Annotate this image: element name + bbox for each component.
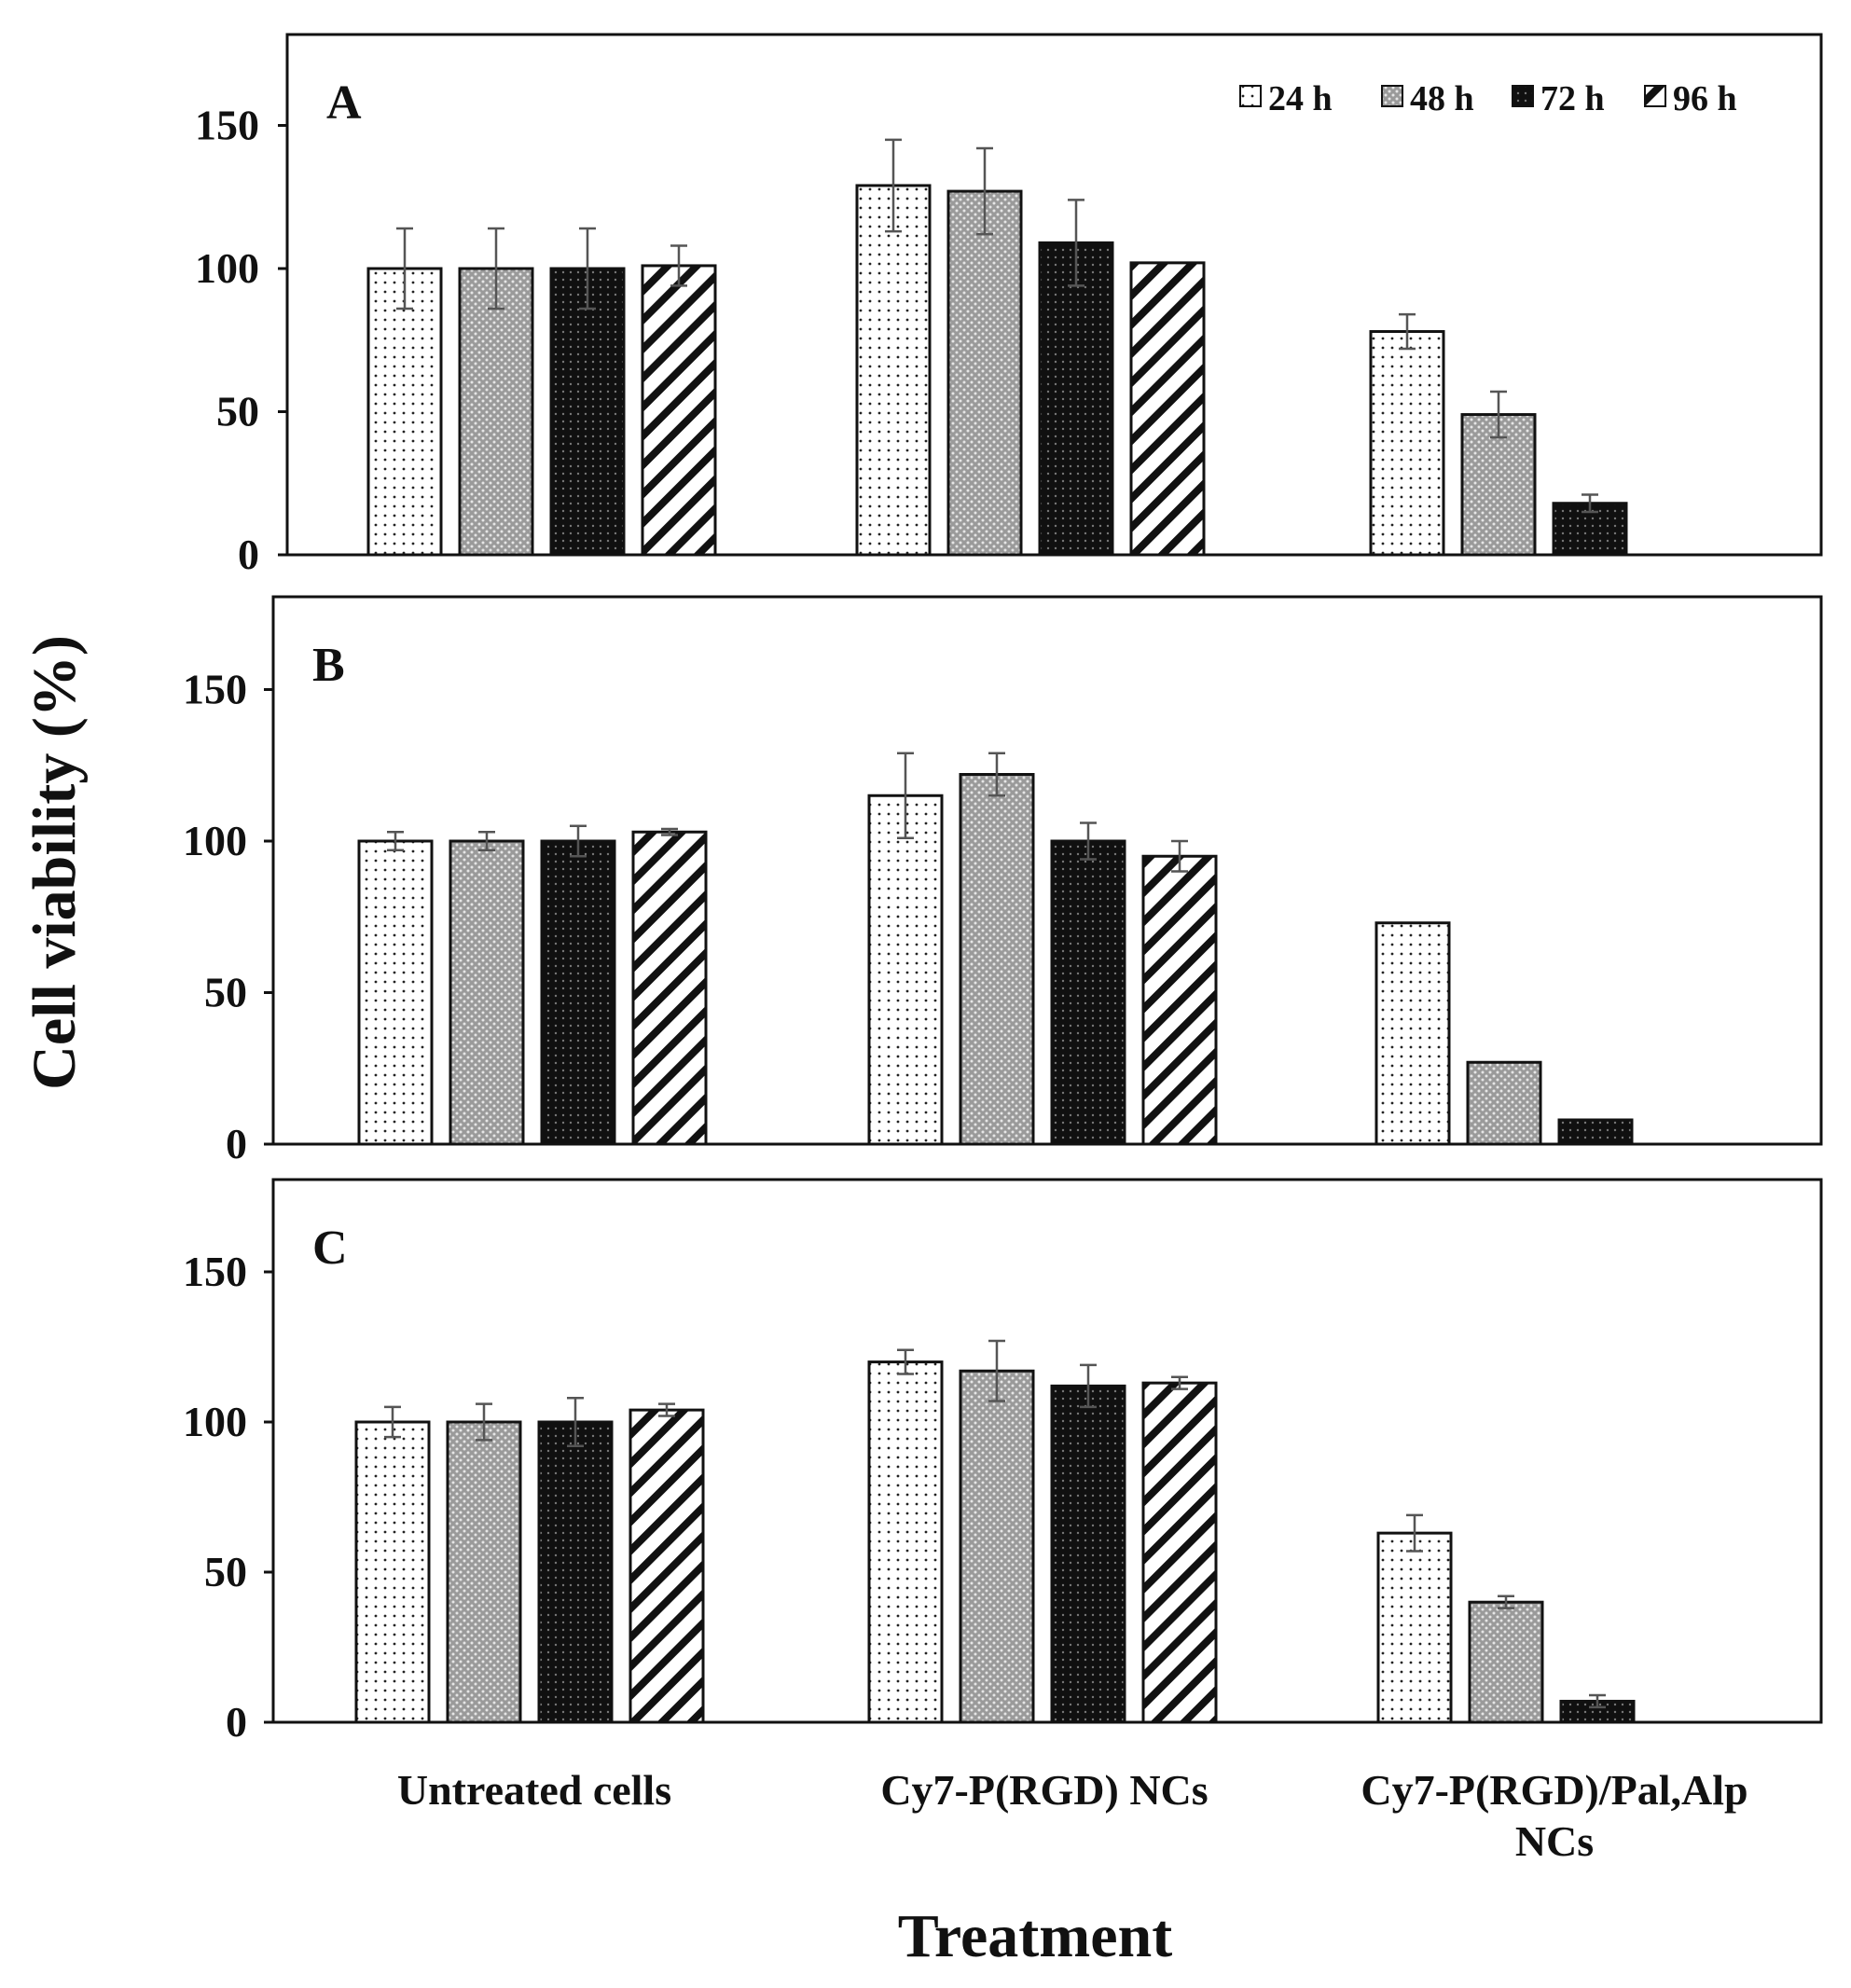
x-axis-title: Treatment xyxy=(898,1902,1172,1970)
panel-b-bar-cy7-rgd-24h xyxy=(867,794,944,1146)
panel-c-errorbar-cy7-rgd-96h xyxy=(1171,1375,1188,1390)
panel-a-bar-untreated-96h xyxy=(641,264,717,557)
panel-c-errorbar-cy7-rgd-48h xyxy=(988,1339,1005,1402)
panel-c: 0 50 100 150 C xyxy=(183,1178,1823,1746)
panel-c-bar-untreated-24h xyxy=(354,1420,431,1724)
panel-b: 0 50 100 150 B xyxy=(183,595,1823,1167)
legend-swatch-96h xyxy=(1644,85,1666,107)
panel-b-y-tick-label-0: 0 xyxy=(226,1120,247,1167)
legend-swatch-24h xyxy=(1239,85,1262,107)
panel-c-errorbar-untreated-48h xyxy=(476,1402,492,1442)
legend-label-72h: 72 h xyxy=(1540,79,1605,118)
panel-a-errorbar-untreated-96h xyxy=(670,244,687,287)
panel-c-y-tick-label-0: 0 xyxy=(226,1698,247,1746)
category-label-cy7-rgd-pal-alp-line2: NCs xyxy=(1515,1817,1594,1865)
panel-a-bar-cy7-rgd-pal-alp-24h xyxy=(1369,330,1445,557)
panel-a-label: A xyxy=(326,76,362,130)
panel-a-y-tick-label-100: 100 xyxy=(195,244,259,292)
category-label-untreated: Untreated cells xyxy=(397,1766,671,1814)
panel-b-bar-cy7-rgd-pal-alp-24h xyxy=(1374,921,1451,1146)
panel-a-bar-cy7-rgd-72h xyxy=(1038,241,1114,557)
legend-swatch-48h xyxy=(1381,85,1403,107)
panel-c-bar-untreated-48h xyxy=(446,1420,522,1724)
panel-b-bar-untreated-24h xyxy=(357,839,434,1146)
panel-c-y-tick-label-50: 50 xyxy=(204,1548,247,1595)
panel-c-errorbar-untreated-72h xyxy=(567,1396,584,1448)
panel-b-bar-untreated-48h xyxy=(449,839,525,1146)
panel-b-bar-cy7-rgd-pal-alp-72h xyxy=(1557,1118,1634,1146)
panel-c-errorbar-untreated-96h xyxy=(658,1402,675,1417)
panel-b-bar-untreated-96h xyxy=(631,830,708,1146)
panel-b-errorbar-cy7-rgd-72h xyxy=(1080,821,1097,861)
panel-b-errorbar-untreated-72h xyxy=(570,824,587,858)
legend: 24 h 48 h 72 h 96 h xyxy=(1239,79,1737,118)
panel-b-bar-cy7-rgd-96h xyxy=(1141,854,1218,1146)
panel-a-errorbar-cy7-rgd-24h xyxy=(885,138,902,233)
panel-c-bar-cy7-rgd-48h xyxy=(959,1369,1035,1724)
panel-b-y-tick-label-150: 150 xyxy=(183,666,247,713)
panel-a-errorbar-untreated-48h xyxy=(488,227,504,311)
panel-c-bar-cy7-rgd-96h xyxy=(1141,1381,1218,1724)
panel-b-label: B xyxy=(312,639,345,692)
panel-b-errorbar-untreated-96h xyxy=(661,827,678,836)
panel-a-bar-cy7-rgd-96h xyxy=(1129,261,1206,557)
y-axis-title: Cell viability (%) xyxy=(21,635,89,1090)
panel-b-y-tick-label-100: 100 xyxy=(183,817,247,864)
panel-b-bar-cy7-rgd-pal-alp-48h xyxy=(1466,1060,1542,1146)
panel-a-bar-cy7-rgd-24h xyxy=(855,184,932,557)
panel-a-errorbar-untreated-72h xyxy=(579,227,596,311)
legend-label-96h: 96 h xyxy=(1673,79,1737,118)
panel-a-bar-cy7-rgd-48h xyxy=(946,189,1023,557)
panel-c-errorbar-untreated-24h xyxy=(384,1405,401,1439)
panel-a-errorbar-cy7-rgd-pal-alp-24h xyxy=(1399,312,1416,351)
panel-a: 0 50 100 150 A xyxy=(195,33,1823,578)
panel-c-errorbar-cy7-rgd-pal-alp-72h xyxy=(1589,1693,1606,1709)
panel-b-bar-cy7-rgd-48h xyxy=(959,773,1035,1146)
panel-a-errorbar-cy7-rgd-pal-alp-72h xyxy=(1582,493,1598,514)
panel-c-bar-cy7-rgd-72h xyxy=(1050,1384,1126,1724)
panel-b-errorbar-cy7-rgd-48h xyxy=(988,752,1005,797)
panel-c-errorbar-cy7-rgd-72h xyxy=(1080,1363,1097,1409)
category-label-cy7-rgd-pal-alp-line1: Cy7-P(RGD)/Pal,Alp xyxy=(1361,1766,1747,1814)
panel-c-bar-cy7-rgd-pal-alp-24h xyxy=(1376,1531,1453,1724)
panel-a-errorbar-cy7-rgd-72h xyxy=(1068,199,1084,287)
panel-b-bar-cy7-rgd-72h xyxy=(1050,839,1126,1146)
panel-a-errorbar-untreated-24h xyxy=(396,227,413,311)
panel-a-y-tick-label-50: 50 xyxy=(216,388,259,435)
panel-a-y-tick-label-0: 0 xyxy=(238,531,259,578)
panel-b-errorbar-cy7-rgd-24h xyxy=(897,752,914,839)
legend-swatch-72h xyxy=(1512,85,1534,107)
panel-a-errorbar-cy7-rgd-pal-alp-48h xyxy=(1490,390,1507,439)
legend-label-24h: 24 h xyxy=(1268,79,1333,118)
panel-c-y-tick-label-100: 100 xyxy=(183,1398,247,1445)
panel-c-bar-untreated-72h xyxy=(537,1420,614,1724)
category-label-cy7-rgd: Cy7-P(RGD) NCs xyxy=(880,1766,1208,1814)
panel-b-errorbar-cy7-rgd-96h xyxy=(1171,839,1188,873)
panel-a-bar-untreated-72h xyxy=(549,267,626,557)
panel-c-errorbar-cy7-rgd-24h xyxy=(897,1348,914,1375)
panel-c-bar-untreated-96h xyxy=(629,1408,705,1724)
panel-c-errorbar-cy7-rgd-pal-alp-24h xyxy=(1406,1513,1423,1553)
panel-a-errorbar-cy7-rgd-48h xyxy=(976,146,993,236)
panel-c-errorbar-cy7-rgd-pal-alp-48h xyxy=(1498,1595,1514,1609)
panel-a-bar-untreated-24h xyxy=(366,267,443,557)
panel-b-errorbar-untreated-48h xyxy=(478,831,495,851)
panel-c-bar-cy7-rgd-pal-alp-48h xyxy=(1468,1600,1544,1724)
panel-c-bar-cy7-rgd-24h xyxy=(867,1360,944,1724)
panel-b-errorbar-untreated-24h xyxy=(387,831,404,851)
panel-b-y-tick-label-50: 50 xyxy=(204,969,247,1016)
panel-c-label: C xyxy=(312,1222,348,1275)
panel-a-y-tick-label-150: 150 xyxy=(195,102,259,149)
panel-b-bar-untreated-72h xyxy=(540,839,616,1146)
panel-a-bar-untreated-48h xyxy=(458,267,534,557)
panel-c-y-tick-label-150: 150 xyxy=(183,1248,247,1295)
legend-label-48h: 48 h xyxy=(1410,79,1474,118)
